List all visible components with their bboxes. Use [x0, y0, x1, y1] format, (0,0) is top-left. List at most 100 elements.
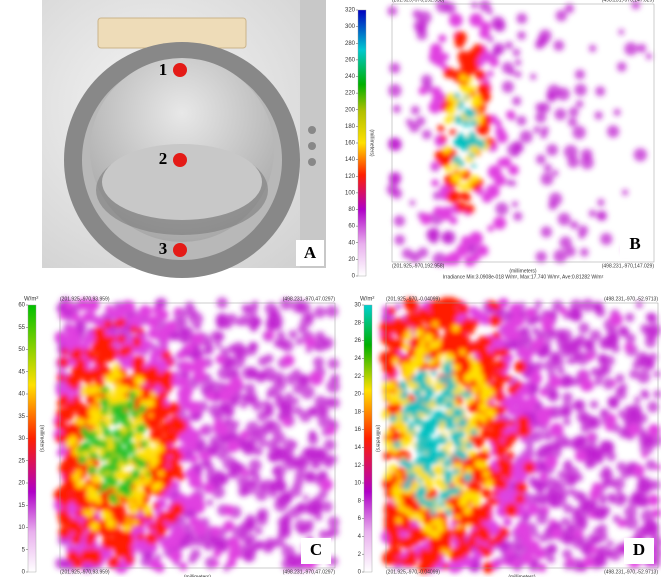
point-label: 2	[159, 149, 168, 168]
heat-blob	[653, 370, 661, 378]
heat-blob	[645, 312, 655, 322]
heat-blob	[132, 339, 142, 348]
heat-blob	[130, 454, 138, 462]
heat-blob	[262, 366, 277, 381]
heat-blob	[220, 347, 230, 357]
heat-blob	[65, 325, 78, 338]
heat-blob	[240, 430, 250, 440]
heat-blob	[531, 326, 540, 334]
heat-blob	[584, 339, 596, 351]
heat-blob	[413, 360, 422, 369]
heat-blob	[255, 540, 265, 549]
heat-blob	[618, 29, 625, 35]
colorbar	[27, 304, 37, 573]
heat-blob	[533, 548, 546, 560]
corner-label: (498.231,-970,147.029)	[602, 0, 655, 3]
heat-blob	[138, 305, 152, 318]
heat-blob	[597, 212, 605, 221]
heat-blob	[159, 390, 168, 399]
button	[308, 126, 316, 134]
heat-blob	[617, 409, 626, 418]
heat-blob	[402, 489, 409, 495]
colorbar-tick-label: 0	[352, 274, 356, 280]
heat-blob	[489, 314, 502, 327]
corner-label: (498.231,-970,47.0297)	[283, 569, 336, 575]
heat-blob	[93, 494, 101, 503]
heat-blob	[204, 344, 215, 355]
heat-blob	[426, 412, 431, 417]
heat-blob	[455, 514, 461, 520]
heat-blob	[514, 381, 522, 390]
heat-blob	[452, 412, 457, 417]
heat-blob	[459, 74, 467, 82]
heat-blob	[93, 438, 103, 448]
plot-frame	[385, 302, 659, 569]
heat-blob	[484, 447, 490, 453]
colorbar-axis-label: (millimeters)	[375, 425, 381, 453]
heat-blob	[266, 403, 274, 411]
heat-blob	[501, 80, 514, 93]
heat-blob	[130, 506, 139, 515]
heat-blob	[101, 537, 115, 550]
panel-label: D	[633, 540, 645, 559]
corner-label: (498.231,-970,-52.9713)	[604, 296, 658, 302]
heat-blob	[399, 425, 409, 435]
colorbar-tick-label: 60	[18, 303, 25, 309]
colorbar-tick-label: 30	[354, 303, 361, 309]
heat-blob	[76, 419, 82, 425]
heat-blob	[574, 529, 583, 538]
heat-blob	[461, 143, 470, 152]
heat-blob	[248, 533, 256, 542]
heat-blob	[58, 526, 71, 539]
heat-blob	[422, 395, 432, 405]
heat-blob	[479, 357, 485, 364]
heat-blob	[493, 470, 503, 481]
heat-blob	[122, 433, 131, 442]
heat-blob	[508, 68, 516, 76]
heat-blob	[573, 338, 580, 346]
heat-blob	[269, 489, 277, 498]
heat-blob	[569, 299, 583, 313]
heat-blob	[100, 510, 111, 520]
heat-blob	[296, 373, 310, 387]
heat-blob	[429, 48, 444, 63]
heat-blob	[451, 475, 459, 483]
heat-blob	[123, 523, 132, 532]
heat-blob	[557, 366, 565, 375]
heat-blob	[138, 405, 147, 414]
heat-blob	[537, 410, 546, 419]
heat-blob	[517, 317, 525, 326]
heat-blob	[404, 403, 413, 412]
chamber-floor-top	[102, 144, 262, 220]
heat-blob	[493, 174, 506, 187]
heat-blob	[493, 20, 506, 32]
heat-blob	[441, 230, 456, 245]
heat-blob	[300, 385, 315, 400]
heat-blob	[449, 216, 458, 225]
heat-blob	[314, 306, 326, 319]
heat-blob	[516, 13, 528, 24]
heat-blob	[155, 297, 168, 309]
heat-blob	[379, 351, 394, 366]
heat-blob	[261, 479, 276, 493]
heat-blob	[383, 451, 391, 459]
heat-blob	[525, 443, 534, 453]
heat-blob	[466, 110, 474, 119]
heat-blob	[240, 401, 248, 409]
heat-blob	[563, 473, 577, 487]
heat-blob	[277, 450, 290, 463]
heat-blob	[653, 390, 661, 399]
heat-blob	[398, 381, 408, 390]
heat-blob	[288, 329, 298, 339]
heat-blob	[513, 211, 523, 221]
point-marker	[173, 63, 187, 77]
corner-label: (201.925,-970,93.959)	[60, 569, 110, 575]
heat-blob	[444, 2, 456, 14]
heat-blob	[594, 111, 603, 120]
heat-blob	[495, 202, 509, 216]
heat-blob	[307, 434, 319, 445]
heat-blob	[169, 549, 182, 562]
heat-blob	[227, 439, 240, 453]
heat-blob	[240, 520, 253, 534]
heat-blob	[446, 477, 452, 483]
